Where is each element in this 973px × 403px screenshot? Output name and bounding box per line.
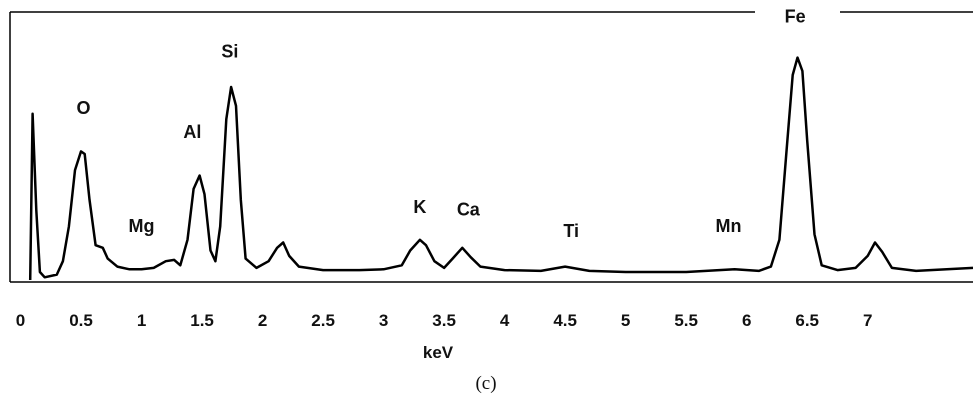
peak-label: Fe [785, 7, 806, 27]
x-tick-label: 0.5 [69, 311, 93, 330]
x-tick-label: 2.5 [311, 311, 335, 330]
spectrum-line [28, 56, 973, 281]
x-tick-label: 1 [137, 311, 146, 330]
peak-label: Si [221, 42, 238, 62]
x-tick-label: 6.5 [795, 311, 819, 330]
x-tick-label: 4 [500, 311, 510, 330]
peak-label: Mg [129, 216, 155, 236]
x-tick-label: 0 [16, 311, 25, 330]
x-tick-label: 4.5 [553, 311, 577, 330]
peak-label: O [76, 98, 90, 118]
frame [9, 11, 973, 283]
peak-label: K [413, 197, 426, 217]
peak-label: Al [183, 122, 201, 142]
x-tick-label: 7 [863, 311, 872, 330]
x-tick-label: 5 [621, 311, 630, 330]
x-tick-label: 2 [258, 311, 267, 330]
peak-label: Ti [563, 221, 579, 241]
peak-label: Mn [716, 216, 742, 236]
x-axis-label: keV [423, 343, 454, 362]
x-tick-label: 6 [742, 311, 751, 330]
caption: (c) [475, 373, 496, 394]
x-tick-label: 3.5 [432, 311, 456, 330]
peak-label: Ca [457, 200, 481, 220]
x-tick-label: 1.5 [190, 311, 214, 330]
x-tick-label: 5.5 [674, 311, 698, 330]
x-tick-label: 3 [379, 311, 388, 330]
